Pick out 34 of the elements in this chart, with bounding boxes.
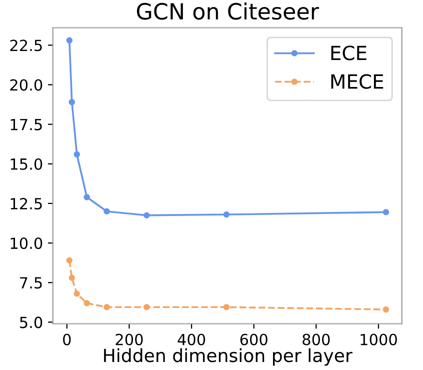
point — [144, 212, 150, 218]
y-tick-label: 20.0 — [10, 79, 42, 91]
x-tick-label: 800 — [302, 334, 330, 346]
point — [66, 257, 73, 264]
y-tick-label: 15.0 — [10, 158, 42, 170]
point — [144, 304, 150, 310]
legend-label: ECE — [331, 46, 366, 60]
y-tick-label: 12.5 — [10, 198, 42, 210]
x-tick-label: 0 — [63, 334, 71, 346]
point — [104, 208, 110, 214]
chart-title: GCN on Citeseer — [136, 2, 320, 20]
y-tick-label: 5.0 — [20, 316, 42, 328]
point — [84, 300, 90, 306]
legend-label: MECE — [331, 74, 384, 89]
y-tick-label: 22.5 — [10, 40, 42, 52]
x-tick-label: 400 — [178, 334, 206, 346]
point — [382, 209, 390, 216]
y-tick-label: 17.5 — [10, 118, 42, 130]
x-tick-label: 200 — [116, 334, 143, 346]
point — [68, 274, 76, 281]
point — [74, 151, 80, 158]
point — [66, 37, 73, 44]
y-tick-label: 7.5 — [20, 277, 42, 289]
point — [382, 306, 390, 313]
point — [223, 211, 230, 218]
y-tick-label: 10.0 — [10, 237, 42, 250]
x-axis-title: Hidden dimension per layer — [104, 348, 352, 366]
x-tick-label: 600 — [240, 334, 268, 346]
point — [104, 304, 110, 310]
point — [74, 290, 80, 297]
point — [84, 194, 90, 200]
point — [68, 99, 76, 106]
x-tick-label: 1000 — [360, 334, 397, 346]
point — [223, 304, 230, 310]
